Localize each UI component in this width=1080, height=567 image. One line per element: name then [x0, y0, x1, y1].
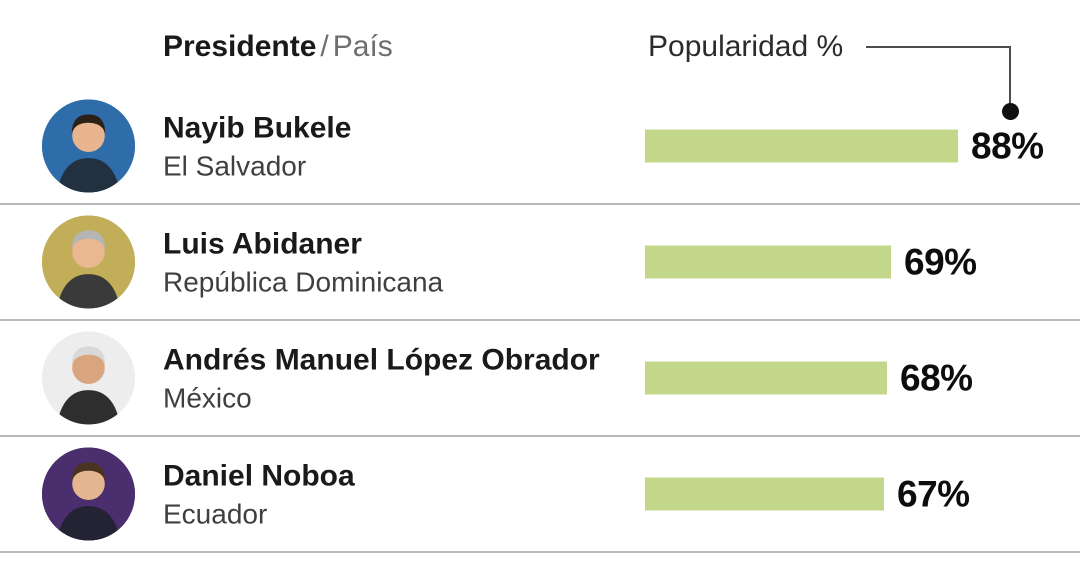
value-label: 67% [897, 473, 970, 515]
president-identity: Daniel Noboa Ecuador [163, 457, 355, 532]
country-name: Ecuador [163, 498, 268, 530]
popularity-bar [645, 245, 891, 279]
president-name: Nayib Bukele [163, 111, 352, 145]
avatar-nayib-bukele [42, 99, 135, 193]
president-identity: Luis Abidaner República Dominicana [163, 225, 443, 300]
president-row-lopez-obrador: Andrés Manuel López Obrador México 68% [0, 321, 1080, 437]
header-separator: / [320, 30, 329, 63]
callout-line-vertical [1009, 46, 1011, 106]
callout-line-horizontal [866, 46, 1011, 48]
value-label: 88% [971, 125, 1044, 167]
president-row-noboa: Daniel Noboa Ecuador 67% [0, 437, 1080, 553]
bar-group: 88% [645, 128, 1044, 165]
callout-dot [1002, 103, 1019, 120]
country-name: El Salvador [163, 150, 307, 182]
avatar-luis-abidaner [42, 215, 135, 309]
country-name: México [163, 382, 252, 414]
value-label: 69% [904, 241, 977, 283]
person-icon [42, 99, 135, 193]
value-label: 68% [900, 357, 973, 399]
president-name: Daniel Noboa [163, 459, 355, 493]
avatar-lopez-obrador [42, 331, 135, 425]
president-identity: Andrés Manuel López Obrador México [163, 341, 600, 416]
popularity-bar [645, 477, 884, 511]
avatar-daniel-noboa [42, 447, 135, 541]
bar-group: 68% [645, 360, 973, 397]
header-popularidad: Popularidad % [648, 30, 844, 63]
header-pais: País [332, 30, 393, 63]
person-icon [42, 331, 135, 425]
table-header: Presidente / País Popularidad % [0, 0, 1080, 89]
popularity-bar [645, 129, 958, 163]
popularity-bar [645, 361, 887, 395]
president-row-bukele: Nayib Bukele El Salvador 88% [0, 89, 1080, 205]
country-name: República Dominicana [163, 266, 444, 298]
president-name: Andrés Manuel López Obrador [163, 343, 600, 377]
bar-group: 69% [645, 244, 977, 281]
person-icon [42, 215, 135, 309]
header-presidente-pais: Presidente / País [163, 28, 393, 66]
president-identity: Nayib Bukele El Salvador [163, 109, 351, 184]
header-presidente: Presidente [163, 30, 317, 63]
person-icon [42, 447, 135, 541]
president-name: Luis Abidaner [163, 227, 362, 261]
bar-group: 67% [645, 476, 970, 513]
president-row-abidaner: Luis Abidaner República Dominicana 69% [0, 205, 1080, 321]
